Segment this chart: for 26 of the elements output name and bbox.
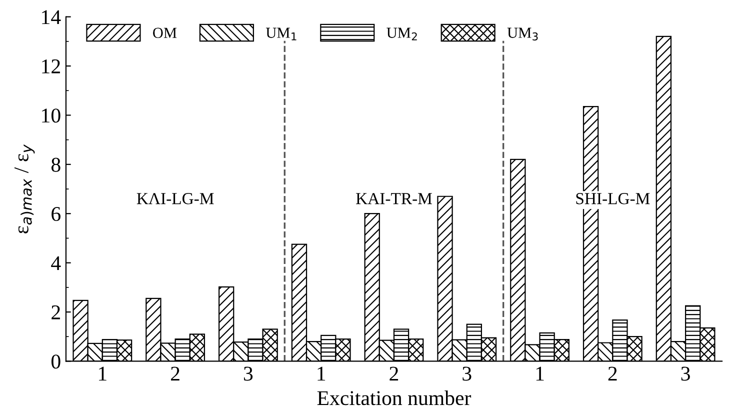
y-tick-label: 12 <box>42 59 60 74</box>
x-tick-label: 2 <box>390 366 398 381</box>
x-tick-label: 1 <box>536 366 544 381</box>
x-tick-label: 1 <box>99 366 106 381</box>
legend-label: UM$_{3}$ <box>507 28 538 40</box>
x-tick-label: 1 <box>318 366 326 381</box>
legend-label: UM$_{1}$ <box>266 28 296 40</box>
y-tick-label: 2 <box>52 305 60 320</box>
annotation: KAI-TR-M <box>356 193 432 204</box>
y-axis-title: ε$_{a)max}$ / ε$_{y}$ <box>14 144 35 234</box>
y-tick-label: 4 <box>51 256 61 270</box>
y-tick-label: 14 <box>42 10 61 24</box>
legend-label: UM$_{2}$ <box>386 28 417 40</box>
y-tick-label: 8 <box>51 158 60 172</box>
x-tick-label: 2 <box>171 366 180 381</box>
x-tick-label: 3 <box>462 366 472 381</box>
y-tick-label: 10 <box>42 108 60 123</box>
y-tick-label: 0 <box>51 354 60 369</box>
x-tick-label: 3 <box>681 366 690 381</box>
x-axis-title: Excitation number <box>317 390 472 406</box>
x-tick-label: 2 <box>608 366 617 381</box>
annotation: SHI-LG-M <box>576 193 650 204</box>
y-tick-label: 6 <box>52 207 60 222</box>
annotation: KΛI-LG-M <box>136 193 214 204</box>
legend-label: OM <box>153 28 177 38</box>
x-tick-label: 3 <box>244 366 253 381</box>
